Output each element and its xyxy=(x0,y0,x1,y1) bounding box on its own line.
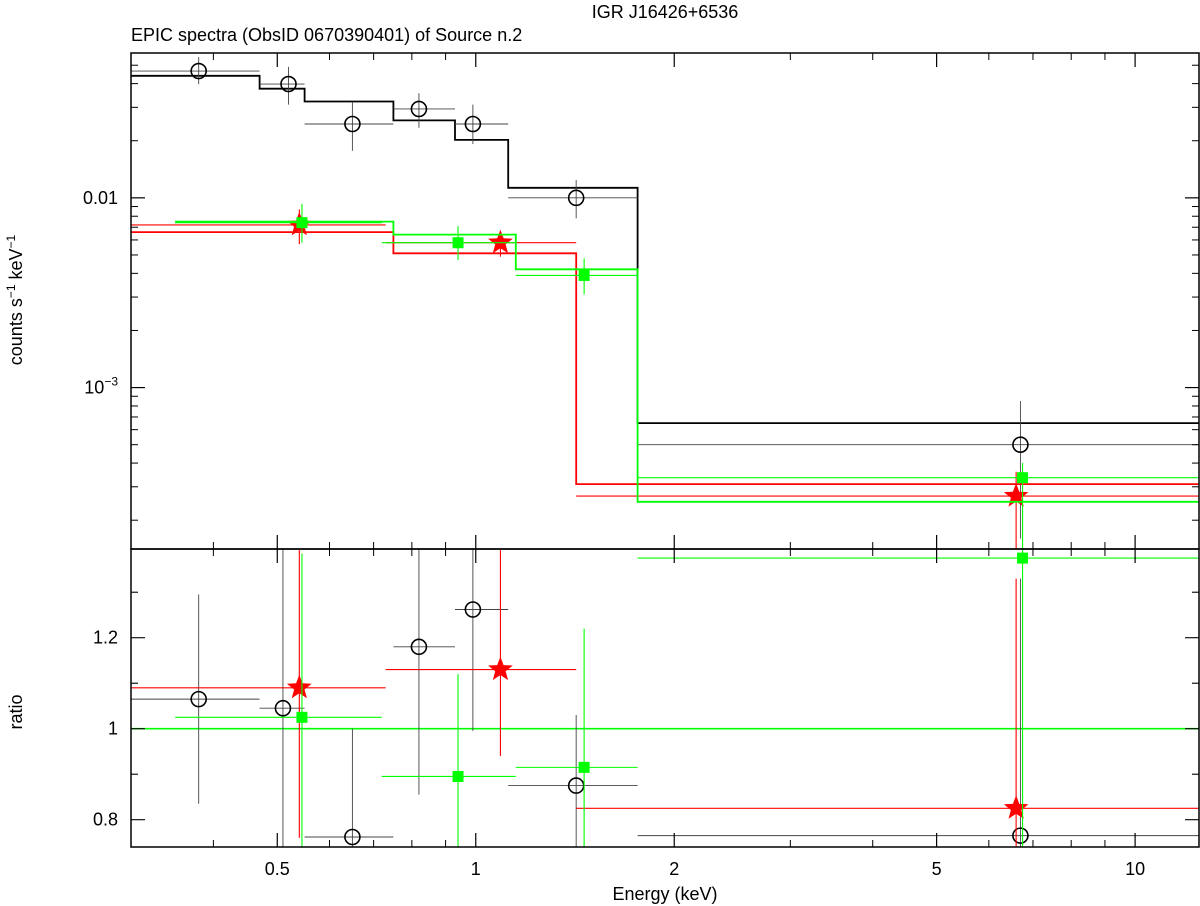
ratio-series-0-point-circle-marker xyxy=(1012,827,1029,844)
ratio-series-2-point-square-marker xyxy=(296,711,308,723)
chart-subtitle: EPIC spectra (ObsID 0670390401) of Sourc… xyxy=(131,25,522,45)
ratio-series-1-point-star-marker xyxy=(488,656,513,681)
y-tick-label: 0.8 xyxy=(93,810,118,830)
spectrum-series-0-data-point xyxy=(637,400,1199,539)
spectrum-series-2-data-point xyxy=(637,463,1199,549)
spectrum-series-0-point-circle-marker xyxy=(410,100,428,118)
x-tick-label: 5 xyxy=(932,859,942,879)
plot-area xyxy=(131,57,1199,847)
spectrum-series-0-point-circle-marker xyxy=(567,189,585,207)
ratio-series-2-point-square-marker xyxy=(452,770,464,782)
spectrum-series-2-point-square-marker xyxy=(578,269,590,281)
ratio-series-0-point-circle-marker xyxy=(344,828,361,846)
y-tick-label: 1.2 xyxy=(93,628,118,648)
ratio-series-0-data-point xyxy=(259,549,305,847)
spectrum-series-0-data-point xyxy=(454,104,509,145)
spectrum-series-0-data-point xyxy=(393,93,455,128)
top-y-axis-label: counts s−1 keV−1 xyxy=(4,234,26,365)
spectrum-series-2-model-step-line xyxy=(175,220,1199,503)
spectrum-series-0-point-circle-marker xyxy=(280,75,297,93)
ratio-series-1-data-point xyxy=(385,549,577,757)
ratio-series-2-data-point xyxy=(381,674,516,847)
ratio-series-1-point-star-marker xyxy=(286,674,312,699)
x-tick-label: 10 xyxy=(1125,859,1145,879)
ratio-series-0-data-point xyxy=(637,578,1199,847)
spectrum-series-0-point-circle-marker xyxy=(1012,436,1029,453)
ratio-series-0 xyxy=(131,549,1199,847)
spectrum-series-2 xyxy=(175,203,1199,549)
spectrum-series-0-data-point xyxy=(131,57,260,85)
y-tick-label: 10−3 xyxy=(84,375,118,398)
x-tick-label: 2 xyxy=(669,859,679,879)
spectrum-series-2-point-square-marker xyxy=(452,237,464,249)
ratio-series-2-point-square-marker xyxy=(578,761,590,773)
ratio-series-0-point-circle-marker xyxy=(274,699,292,717)
ratio-series-0-data-point xyxy=(454,549,509,731)
ratio-series-0-point-circle-marker xyxy=(190,690,207,708)
bottom-panel-frame xyxy=(130,548,1200,848)
x-tick-label: 1 xyxy=(471,859,481,879)
spectrum-series-0-data-point xyxy=(259,66,305,105)
spectrum-series-0-point-circle-marker xyxy=(344,115,361,133)
ratio-series-0-data-point xyxy=(508,715,638,847)
x-axis-label: Energy (keV) xyxy=(612,884,717,904)
ratio-series-2-point-square-marker xyxy=(1017,552,1029,564)
spectrum-series-0-point-circle-marker xyxy=(464,115,482,133)
ratio-series-0-point-circle-marker xyxy=(464,601,482,618)
ratio-series-1-data-point xyxy=(131,549,386,838)
spectrum-series-0-data-point xyxy=(304,102,394,151)
spectrum-series-1 xyxy=(131,209,1199,549)
spectrum-series-1-data-point xyxy=(131,209,386,245)
spectrum-series-0 xyxy=(131,57,1199,539)
ratio-series-0-data-point xyxy=(393,549,455,795)
y-tick-label: 1 xyxy=(108,719,118,739)
spectrum-series-2-point-square-marker xyxy=(1017,472,1029,484)
top-panel-frame xyxy=(130,52,1200,550)
spectrum-series-0-data-point xyxy=(508,180,638,219)
ratio-series-0-data-point xyxy=(304,728,394,847)
y-tick-label: 0.01 xyxy=(83,188,118,208)
spectrum-series-2-data-point xyxy=(381,226,516,261)
ratio-series-2-data-point xyxy=(175,553,382,847)
spectrum-series-1-model-step-line xyxy=(131,231,1199,485)
spectrum-series-1-point-star-marker xyxy=(488,229,513,254)
ratio-series-2-data-point xyxy=(637,549,1199,847)
ratio-series-1-data-point xyxy=(576,578,1199,847)
ratio-series-2 xyxy=(175,549,1199,847)
ratio-series-0-point-circle-marker xyxy=(410,638,428,656)
spectrum-series-1-point-star-marker xyxy=(1003,483,1029,507)
spectrum-series-0-model-step-line xyxy=(131,74,1199,424)
axis-ticks: 0.5 1 2 5 10 0.01 10−3 1.2 1 0.8 xyxy=(83,53,1199,879)
chart-title: IGR J16426+6536 xyxy=(592,2,739,22)
ratio-series-1-point-star-marker xyxy=(1003,795,1029,819)
ratio-series-0-data-point xyxy=(131,594,260,804)
ratio-series-1 xyxy=(131,549,1199,847)
ratio-series-2-data-point xyxy=(515,628,638,847)
spectrum-series-2-data-point xyxy=(515,258,638,295)
bottom-y-axis-label: ratio xyxy=(6,694,26,729)
spectrum-series-0-point-circle-marker xyxy=(190,62,207,80)
spectrum-series-1-data-point xyxy=(576,471,1199,549)
x-tick-label: 0.5 xyxy=(265,859,290,879)
spectrum-series-2-point-square-marker xyxy=(296,217,308,229)
spectrum-series-2-data-point xyxy=(175,203,382,243)
